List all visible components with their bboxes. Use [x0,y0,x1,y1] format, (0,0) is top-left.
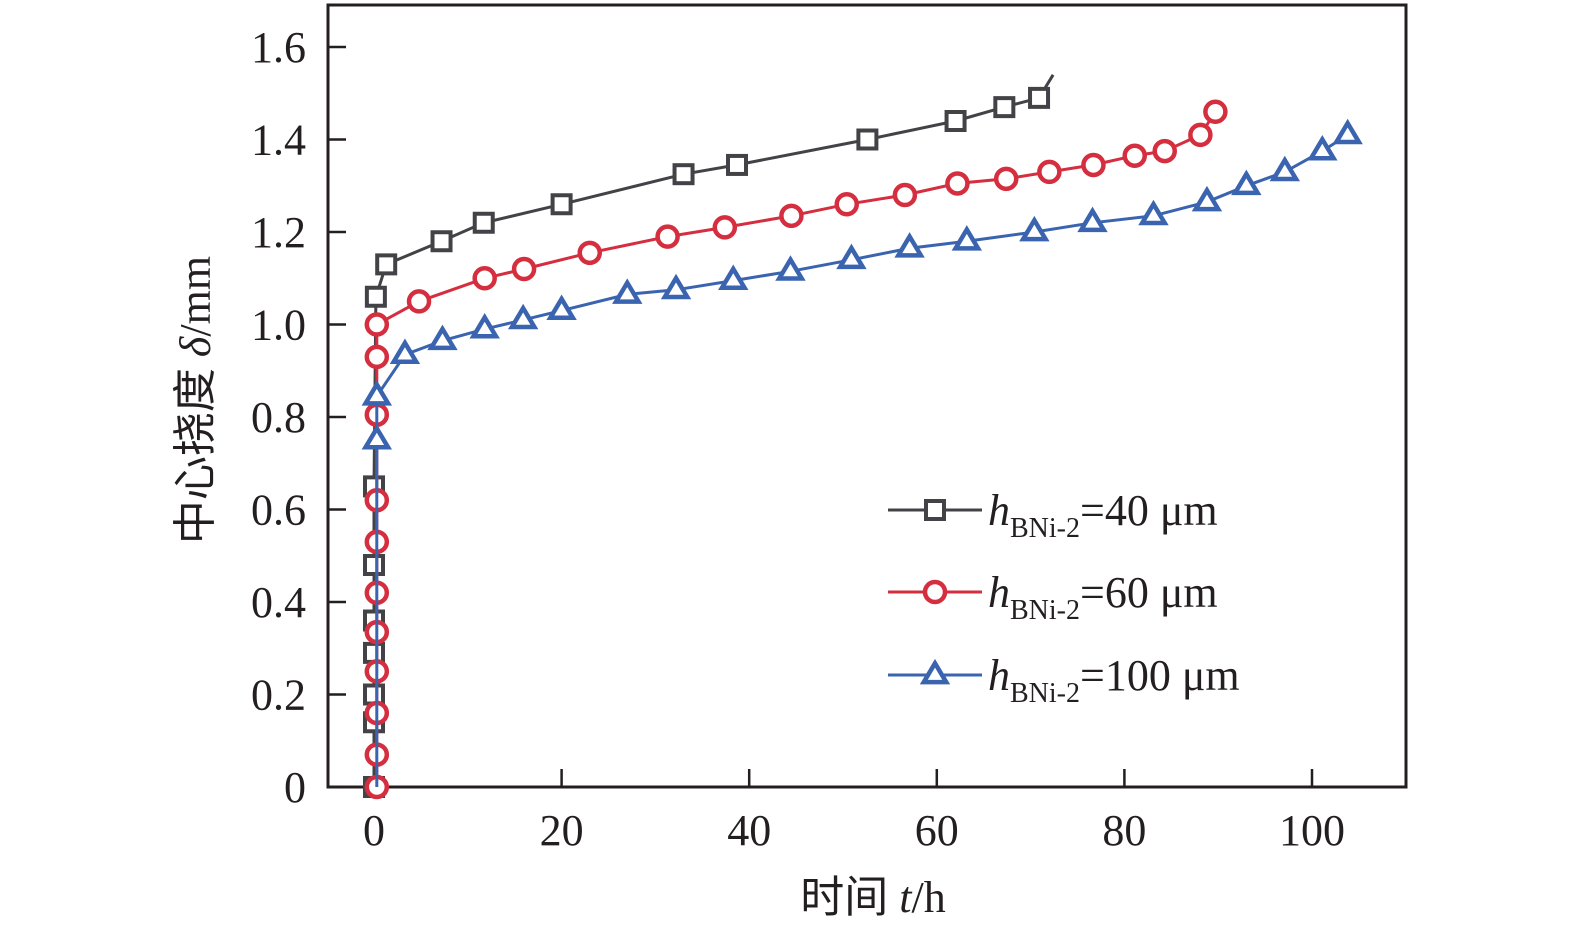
circle-marker [1188,122,1213,148]
circle-marker [892,182,918,208]
triangle-marker [361,424,393,450]
y-tick-label: 0 [284,763,306,812]
y-axis-title: 中心挠度 δ/mm [171,256,220,544]
circle-marker [1203,99,1228,124]
square-marker [363,554,385,576]
circle-marker [364,312,390,337]
square-marker [856,128,879,151]
triangle-marker [1307,134,1338,161]
triangle-marker [660,273,692,300]
triangle-marker [1332,118,1363,145]
x-axis-ticks: 0 20 40 60 80 100 [363,769,1345,855]
circle-marker [1152,138,1177,164]
triangle-marker [775,255,806,281]
circle-marker [406,289,432,314]
triangle-marker [1231,169,1262,196]
square-marker [472,211,495,234]
triangle-marker [919,658,951,685]
square-marker [364,285,387,308]
plot-frame [326,3,1408,789]
y-tick-label: 0.4 [251,578,306,627]
square-marker [944,110,967,132]
triangle-marker [951,225,983,251]
triangle-marker [836,243,867,270]
y-tick-label: 1.6 [251,23,306,72]
circle-marker [577,240,602,266]
square-marker [363,683,385,706]
square-marker [924,499,946,521]
triangle-marker [1138,199,1169,226]
y-tick-label: 0.8 [251,393,306,442]
triangle-marker [389,338,421,364]
x-tick-label: 40 [727,806,771,855]
triangle-marker [361,380,393,406]
triangle-marker [427,324,458,351]
circle-marker [1122,143,1147,168]
triangle-marker [546,294,577,321]
square-marker [430,230,453,253]
square-marker [363,641,385,664]
series-layer [361,74,1363,800]
legend-label: hBNi-2=40 μm [988,486,1218,544]
legend-item: hBNi-2=40 μm [888,486,1218,544]
triangle-marker [1077,206,1108,233]
plot-border [326,3,1408,789]
circle-marker [779,203,804,229]
circle-marker [922,579,948,605]
legend-label: hBNi-2=60 μm [988,568,1218,626]
square-marker [726,153,749,176]
square-marker [375,253,398,276]
circle-marker [945,171,970,196]
triangle-marker [469,313,500,339]
series-triangle [361,118,1363,787]
x-axis-title: 时间 t/h [800,873,945,922]
square-marker [1028,86,1051,109]
legend-label: hBNi-2=100 μm [988,651,1240,709]
y-tick-label: 0.6 [251,486,306,535]
circle-marker [834,192,860,217]
x-tick-label: 20 [540,806,584,855]
square-marker [550,193,573,216]
x-tick-label: 60 [915,806,959,855]
legend: hBNi-2=40 μm hBNi-2=60 μm hBNi-2=100 μm [888,486,1240,709]
triangle-marker [612,278,643,304]
circle-marker [655,224,680,249]
y-tick-label: 1.2 [251,208,306,257]
y-axis-ticks: 0 0.2 0.4 0.6 0.8 1.0 1.2 1.4 1.6 [251,23,346,812]
square-marker [672,163,695,186]
triangle-marker [718,264,749,290]
triangle-marker [894,232,925,258]
x-tick-label: 100 [1279,806,1345,855]
circle-marker [1037,159,1062,185]
y-tick-label: 1.4 [251,116,306,165]
square-marker [993,96,1016,119]
circle-marker [1081,152,1106,178]
legend-item: hBNi-2=100 μm [888,651,1240,709]
triangle-marker [1269,155,1301,182]
triangle-marker [1019,215,1050,242]
circle-marker [364,344,390,370]
circle-marker [993,166,1019,192]
triangle-marker [1191,185,1223,212]
circle-marker [712,215,738,240]
x-tick-label: 0 [363,806,385,855]
y-tick-label: 1.0 [251,301,306,350]
circle-marker [511,256,537,282]
y-tick-label: 0.2 [251,671,306,720]
legend-item: hBNi-2=60 μm [888,568,1218,626]
triangle-marker [507,303,539,330]
circle-marker [472,266,497,291]
x-tick-label: 80 [1102,806,1146,855]
